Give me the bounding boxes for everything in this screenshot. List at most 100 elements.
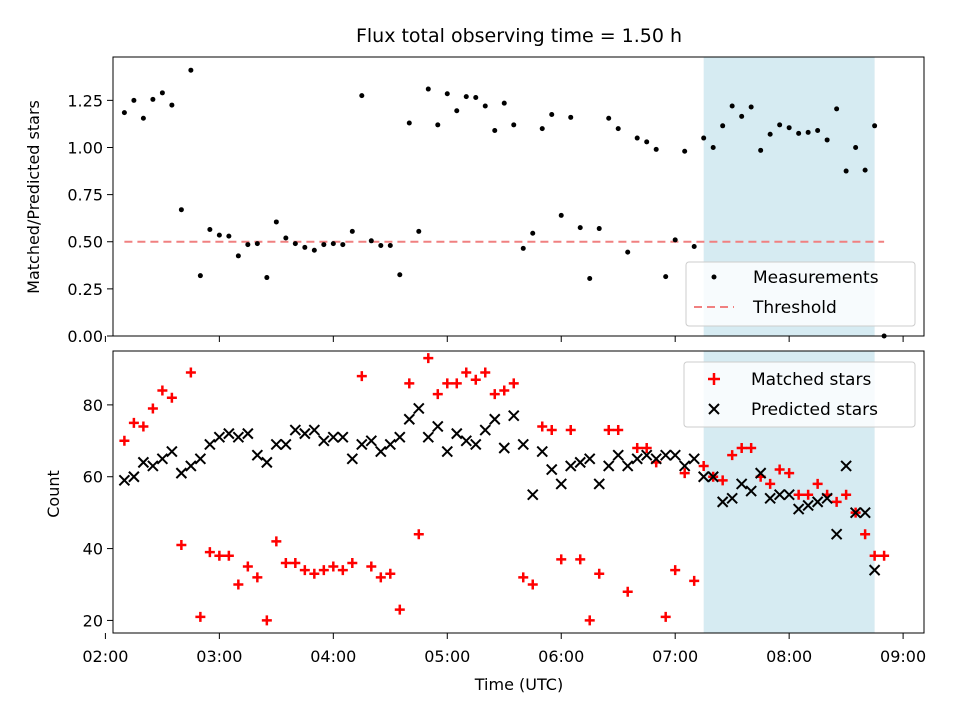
measurement-point xyxy=(245,242,251,248)
y-tick-label: 1.00 xyxy=(67,138,103,157)
measurement-point xyxy=(758,147,764,153)
measurement-point xyxy=(226,233,232,239)
predicted-star-point xyxy=(118,474,131,487)
matched-star-point xyxy=(252,572,263,583)
measurement-point xyxy=(824,137,830,143)
measurement-point xyxy=(368,238,374,244)
y-tick-label: 0.25 xyxy=(67,280,103,299)
count-panel: Count Time (UTC) 20 40 60 80 02:00 03:00 04:0… xyxy=(44,350,926,694)
predicted-star-point xyxy=(546,463,558,476)
predicted-star-point xyxy=(593,478,605,490)
predicted-star-point xyxy=(754,467,767,479)
predicted-star-point xyxy=(669,449,681,461)
ratio-y-axis-label: Matched/Predicted stars xyxy=(24,100,43,294)
matched-star-point xyxy=(689,575,700,586)
measurement-point xyxy=(767,131,773,137)
measurement-point xyxy=(188,67,194,73)
matched-star-point xyxy=(793,489,804,500)
measurement-point xyxy=(701,135,707,141)
predicted-star-point xyxy=(603,460,615,472)
predicted-star-point xyxy=(565,460,577,472)
predicted-star-point xyxy=(631,453,643,465)
predicted-star-point xyxy=(536,445,548,458)
matched-star-point xyxy=(185,367,196,378)
count-x-ticks: 02:00 03:00 04:00 05:00 06:00 07:00 08:00 09:00 xyxy=(82,633,926,666)
measurement-point xyxy=(406,120,412,126)
matched-star-point xyxy=(603,425,614,436)
matched-star-point xyxy=(869,550,880,561)
matched-star-point xyxy=(157,385,168,396)
measurement-point xyxy=(378,243,384,249)
predicted-points xyxy=(118,402,881,576)
predicted-star-point xyxy=(783,488,795,501)
y-tick-label: 80 xyxy=(83,396,103,415)
measurement-point xyxy=(159,90,165,96)
matched-star-point xyxy=(575,554,586,565)
matched-star-point xyxy=(404,378,415,389)
matched-star-point xyxy=(784,468,795,479)
y-tick-label: 0.50 xyxy=(67,233,103,252)
measurement-point xyxy=(834,106,840,112)
matched-star-point xyxy=(394,604,405,615)
measurement-point xyxy=(444,91,450,97)
matched-star-point xyxy=(176,539,187,550)
matched-star-point xyxy=(119,435,130,446)
matched-star-point xyxy=(290,557,301,568)
predicted-star-point xyxy=(156,453,169,465)
predicted-star-point xyxy=(413,402,425,415)
measurement-point xyxy=(777,122,783,128)
matched-star-point xyxy=(480,367,491,378)
x-tick-label: 07:00 xyxy=(652,647,698,666)
count-legend: Matched stars Predicted stars xyxy=(683,361,916,428)
matched-star-point xyxy=(841,489,852,500)
measurement-point xyxy=(169,102,175,108)
y-tick-label: 0.75 xyxy=(67,186,103,205)
ratio-plot-frame xyxy=(112,56,925,337)
ratio-panel: Flux total observing time = 1.50 h Match… xyxy=(24,25,925,346)
x-axis-label: Time (UTC) xyxy=(474,675,563,694)
matched-star-point xyxy=(147,403,158,414)
matched-star-point xyxy=(214,550,225,561)
ratio-x-ticks xyxy=(104,336,904,342)
measurement-point xyxy=(473,95,479,101)
predicted-star-point xyxy=(745,485,757,497)
predicted-star-point xyxy=(128,471,140,483)
matched-star-point xyxy=(641,442,652,453)
matched-star-point xyxy=(860,529,871,540)
measurement-point xyxy=(283,235,289,241)
matched-star-point xyxy=(717,475,728,486)
measurement-point xyxy=(710,144,716,150)
measurement-point xyxy=(872,123,878,129)
measurement-point xyxy=(815,128,821,134)
measurement-point xyxy=(634,135,640,141)
matched-star-point xyxy=(746,442,757,453)
predicted-star-point xyxy=(147,460,159,472)
predicted-star-point xyxy=(584,453,596,465)
matched-star-point xyxy=(518,572,529,583)
predicted-star-point xyxy=(508,409,520,422)
measurement-point xyxy=(482,103,488,109)
measurement-point xyxy=(264,275,270,281)
matched-star-point xyxy=(670,565,681,576)
matched-star-point xyxy=(204,547,215,558)
measurement-point xyxy=(530,230,536,236)
matched-star-point xyxy=(565,425,576,436)
matched-star-point xyxy=(774,464,785,475)
matched-star-point xyxy=(812,478,823,489)
predicted-star-point xyxy=(470,438,482,451)
matched-star-point xyxy=(698,460,709,471)
matched-star-point xyxy=(879,550,890,561)
chart-title: Flux total observing time = 1.50 h xyxy=(356,25,682,47)
predicted-star-point xyxy=(175,467,188,479)
matched-star-point xyxy=(470,374,481,385)
predicted-star-point xyxy=(859,506,871,519)
y-tick-label: 20 xyxy=(83,611,103,630)
measurement-point xyxy=(131,97,137,103)
measurement-point xyxy=(511,122,517,128)
measurement-point xyxy=(454,108,460,114)
predicted-star-point xyxy=(707,471,719,483)
predicted-star-point xyxy=(868,564,881,576)
matched-star-point xyxy=(337,565,348,576)
matched-star-point xyxy=(546,425,557,436)
